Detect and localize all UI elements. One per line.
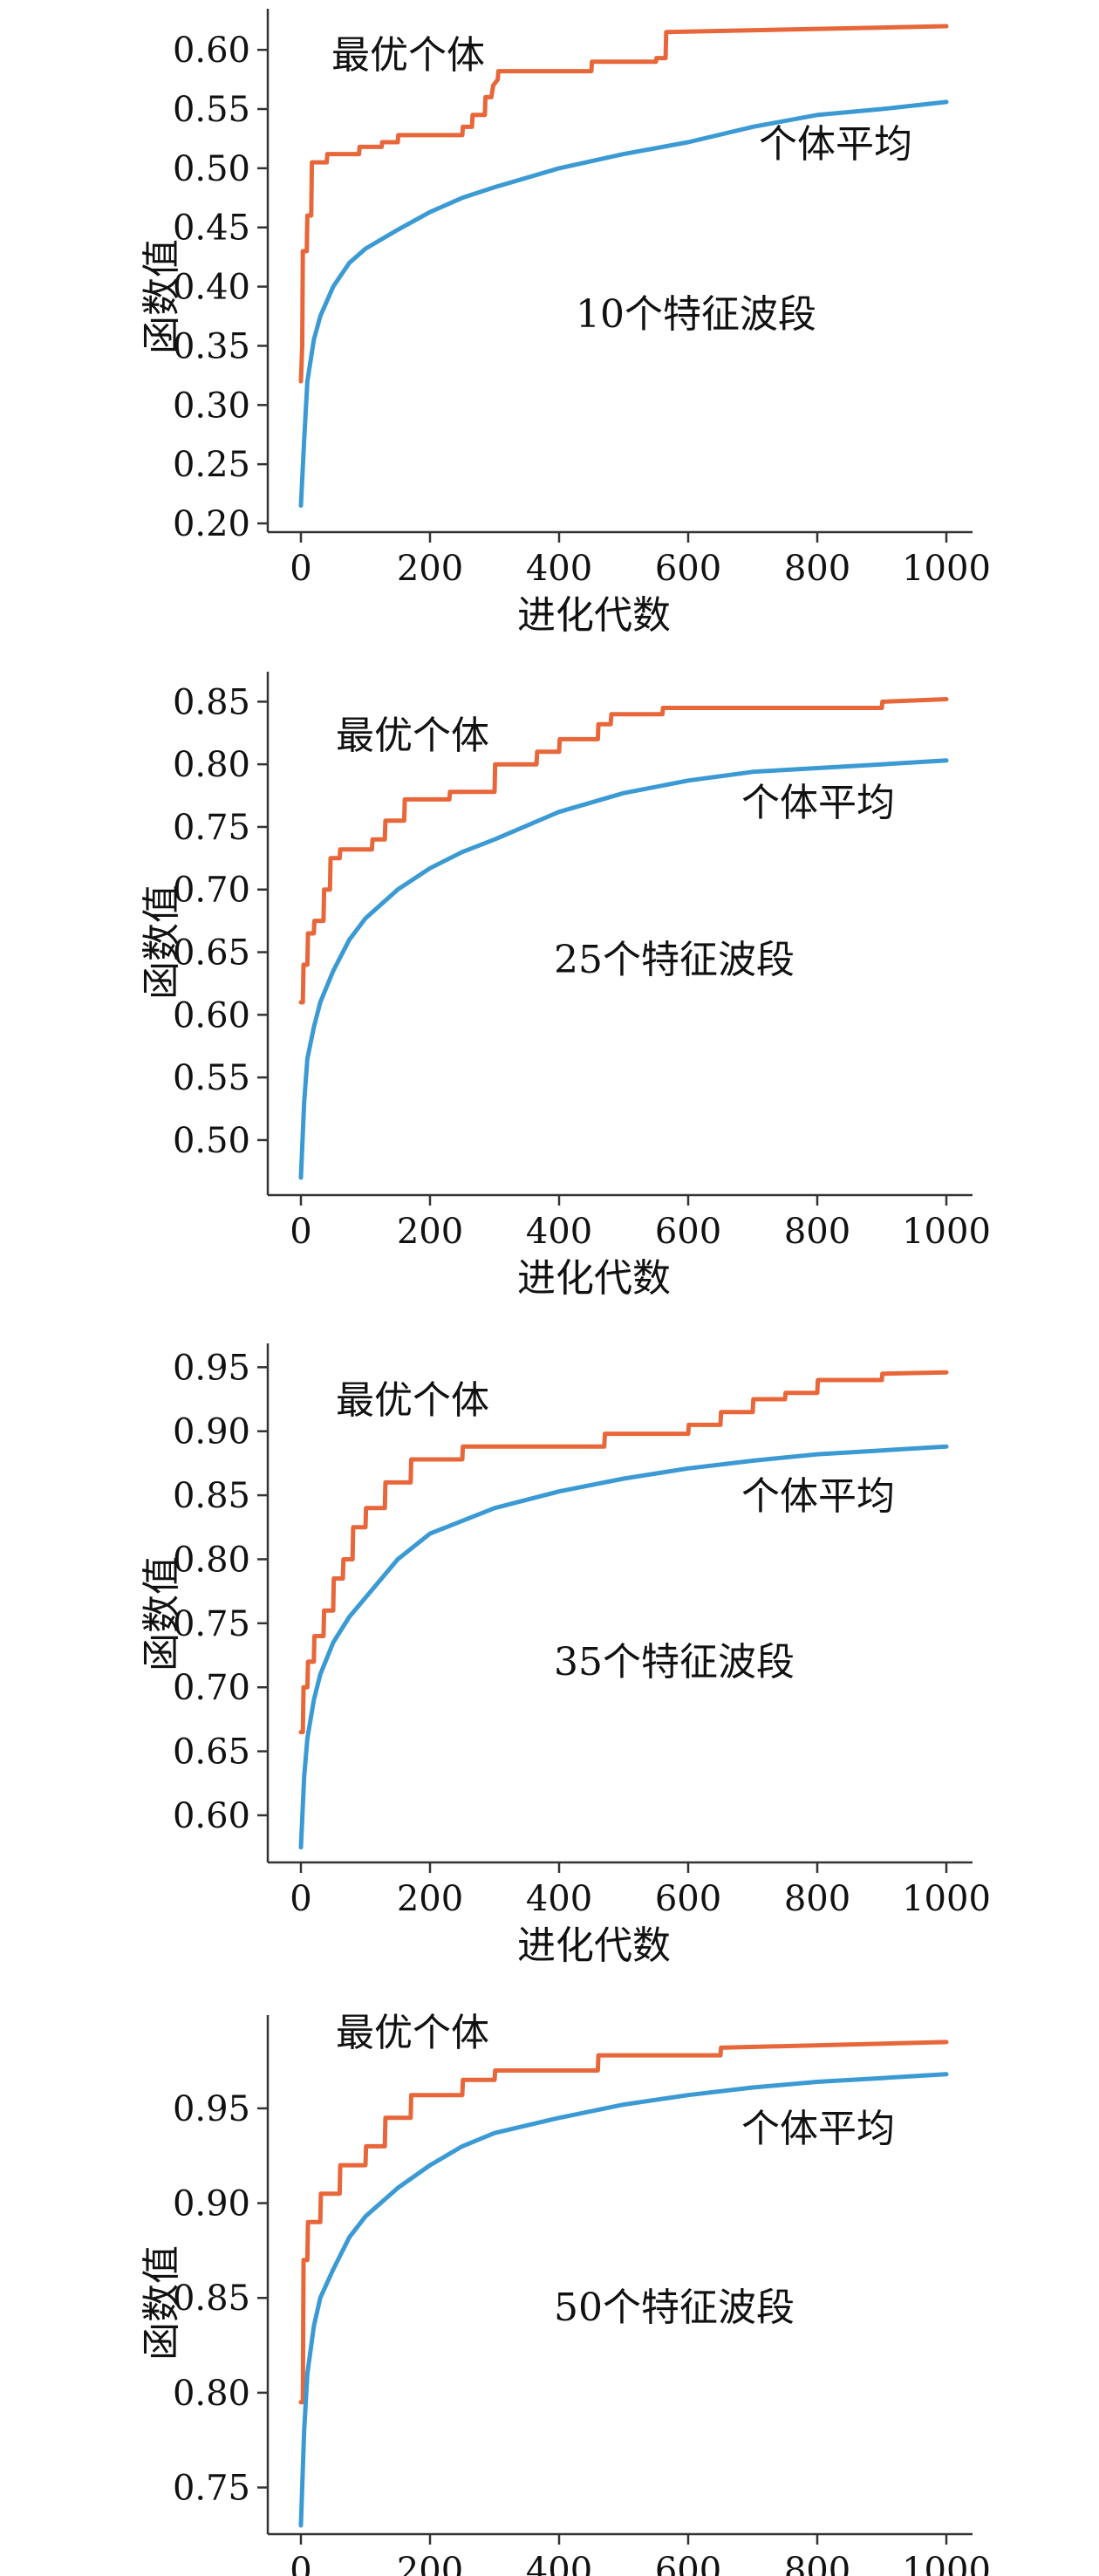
x-tick-label: 0 xyxy=(290,1879,311,1919)
y-tick-label: 0.30 xyxy=(173,386,250,426)
annotation-best-label: 最优个体 xyxy=(336,714,489,758)
series-line-average xyxy=(298,99,949,509)
x-tick-label: 200 xyxy=(397,1879,463,1919)
chart-panel-1: 0.20 0.25 0.30 0.35 0.40 0.45 0.50 0.55 0.60 0 200… xyxy=(140,9,991,638)
x-tick-label: 0 xyxy=(290,549,311,589)
y-tick-label: 0.70 xyxy=(173,871,250,911)
series-line-average xyxy=(298,1444,949,1850)
y-axis-title: 函数值 xyxy=(140,885,184,1000)
y-tick-label: 0.50 xyxy=(173,149,250,189)
x-axis-title: 进化代数 xyxy=(517,593,671,638)
series-line-best xyxy=(298,1370,949,1735)
x-tick-label: 400 xyxy=(526,549,592,589)
annotation-band-count: 10个特征波段 xyxy=(576,292,816,337)
y-tick-label: 0.90 xyxy=(173,2184,250,2224)
x-tick-label: 400 xyxy=(526,1879,592,1919)
annotation-average-label: 个体平均 xyxy=(741,2107,895,2151)
annotation-best-label: 最优个体 xyxy=(336,2011,489,2055)
y-tick-label: 0.60 xyxy=(173,1796,250,1836)
annotation-average-label: 个体平均 xyxy=(759,122,912,167)
annotation-band-count: 35个特征波段 xyxy=(554,1640,795,1684)
x-tick-label: 200 xyxy=(397,2551,463,2576)
y-tick-label: 0.75 xyxy=(173,2469,250,2509)
y-tick-label: 0.85 xyxy=(173,682,250,722)
y-tick-label: 0.75 xyxy=(173,1604,250,1644)
y-tick-label: 0.95 xyxy=(173,2089,250,2129)
y-tick-label: 0.60 xyxy=(173,995,250,1035)
y-tick-label: 0.45 xyxy=(173,208,250,249)
x-tick-label: 1000 xyxy=(902,1212,991,1252)
x-tick-label: 600 xyxy=(655,549,721,589)
x-tick-label: 0 xyxy=(290,2551,311,2576)
x-tick-label: 800 xyxy=(784,549,850,589)
y-tick-label: 0.85 xyxy=(173,1476,250,1516)
y-tick-label: 0.85 xyxy=(173,2279,250,2319)
x-tick-label: 800 xyxy=(784,1879,850,1919)
y-tick-label: 0.80 xyxy=(173,2374,250,2414)
series-line-average xyxy=(298,758,949,1180)
annotation-band-count: 25个特征波段 xyxy=(554,938,795,982)
y-tick-label: 0.35 xyxy=(173,326,250,366)
y-tick-label: 0.40 xyxy=(173,268,250,308)
y-tick-label: 0.25 xyxy=(173,445,250,485)
series-line-best xyxy=(298,697,949,1005)
y-tick-label: 0.80 xyxy=(173,1540,250,1580)
y-tick-label: 0.70 xyxy=(173,1668,250,1708)
series-line-average xyxy=(298,2072,949,2528)
chart-panel-3: 0.60 0.65 0.70 0.75 0.80 0.85 0.90 0.95 0 200 400 6… xyxy=(140,1343,991,1968)
annotation-average-label: 个体平均 xyxy=(741,781,895,825)
x-tick-label: 200 xyxy=(397,1212,463,1252)
x-tick-label: 600 xyxy=(655,1879,721,1919)
annotation-best-label: 最优个体 xyxy=(331,33,485,78)
x-tick-label: 200 xyxy=(397,549,463,589)
x-axis-title: 进化代数 xyxy=(517,1923,671,1968)
y-tick-label: 0.65 xyxy=(173,1732,250,1773)
y-tick-label: 0.55 xyxy=(173,1058,250,1098)
x-tick-label: 1000 xyxy=(902,1879,991,1919)
x-axis-title: 进化代数 xyxy=(517,1256,671,1301)
x-tick-label: 400 xyxy=(526,2551,592,2576)
y-tick-label: 0.50 xyxy=(173,1121,250,1161)
y-tick-label: 0.65 xyxy=(173,933,250,974)
y-tick-label: 0.80 xyxy=(173,745,250,785)
y-axis-title: 函数值 xyxy=(140,239,184,354)
y-tick-label: 0.20 xyxy=(173,504,250,544)
x-tick-label: 600 xyxy=(655,2551,721,2576)
chart-panel-4: 0.750.800.850.900.9502004006008001000进化代… xyxy=(140,2011,991,2576)
y-axis-title: 函数值 xyxy=(140,2245,184,2361)
chart-panel-2: 0.50 0.55 0.60 0.65 0.70 0.75 0.80 0.85 0 200 400 6… xyxy=(140,672,991,1301)
annotation-best-label: 最优个体 xyxy=(336,1378,489,1423)
annotation-band-count: 50个特征波段 xyxy=(554,2286,795,2330)
x-tick-label: 400 xyxy=(526,1212,592,1252)
y-tick-label: 0.55 xyxy=(173,90,250,130)
x-tick-label: 1000 xyxy=(902,2551,991,2576)
annotation-average-label: 个体平均 xyxy=(741,1474,895,1519)
x-tick-label: 600 xyxy=(655,1212,721,1252)
x-tick-label: 0 xyxy=(290,1212,311,1252)
x-tick-label: 800 xyxy=(784,1212,850,1252)
series-line-best xyxy=(298,2040,949,2405)
series-line-best xyxy=(298,24,949,384)
y-tick-label: 0.90 xyxy=(173,1412,250,1452)
x-tick-label: 800 xyxy=(784,2551,850,2576)
y-tick-label: 0.60 xyxy=(173,31,250,71)
y-tick-label: 0.95 xyxy=(173,1348,250,1388)
y-axis-title: 函数值 xyxy=(140,1556,184,1671)
y-tick-label: 0.75 xyxy=(173,808,250,848)
x-tick-label: 1000 xyxy=(902,549,991,589)
